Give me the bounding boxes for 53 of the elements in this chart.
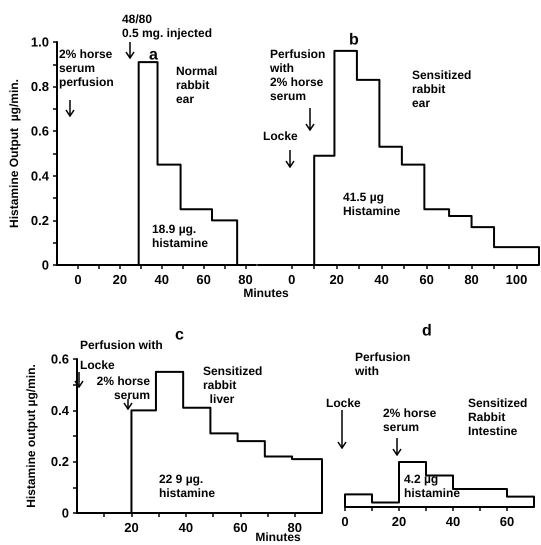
x-tick-label: 20 — [329, 272, 344, 287]
x-tick-label: 60 — [233, 520, 248, 535]
y-tick-label: 0.6 — [30, 124, 49, 139]
x-tick-label: 20 — [124, 520, 139, 535]
chart-title: d — [422, 322, 432, 340]
x-tick-label: 80 — [464, 272, 479, 287]
x-tick-label: 20 — [392, 514, 406, 529]
annotation: 41.5 µg Histamine — [343, 190, 401, 218]
annotation: Locke — [80, 358, 116, 372]
annotation: 2% horse serum — [96, 374, 150, 402]
x-tick-label: 0 — [288, 272, 296, 287]
x-tick-label: 60 — [500, 514, 514, 529]
text: Sensitized Rabbit Intestine — [468, 396, 528, 438]
x-tick-label: 80 — [288, 520, 302, 535]
y-tick-label: 0.4 — [50, 402, 70, 418]
x-tick-label: 0 — [74, 272, 82, 287]
annotation: 22 9 µg. histamine — [159, 472, 216, 500]
text: Perfusion with — [80, 338, 163, 352]
text: Locke — [326, 396, 362, 410]
y-tick-label: 0.2 — [50, 454, 69, 470]
annotation: Sensitized rabbit liver — [203, 364, 262, 406]
annotation: Perfusion with 2% horse serum — [269, 47, 326, 103]
text: 48/80 0.5 mg. injected — [122, 12, 212, 40]
chart-title: b — [349, 32, 359, 48]
y-tick-label: 0.2 — [30, 212, 49, 228]
y-tick-label: 0 — [42, 258, 49, 272]
x-axis-title: Minutes — [243, 286, 289, 300]
annotation: 4.2 µg histamine — [404, 472, 460, 500]
x-tick-label: 40 — [178, 520, 194, 535]
y-tick-label: 1.0 — [30, 34, 49, 50]
y-axis-title: Histamine Output µg/min. — [7, 79, 21, 228]
chart-title: a — [149, 46, 158, 64]
x-tick-label: 40 — [154, 272, 169, 287]
y-tick-label: 0.8 — [30, 79, 49, 94]
x-tick-label: 40 — [446, 514, 460, 529]
x-tick-label: 100 — [506, 272, 528, 287]
annotation: 18.9 µg. histamine — [152, 222, 208, 250]
x-tick-label: 60 — [196, 272, 211, 287]
x-tick-label: 40 — [374, 272, 389, 287]
y-axis-title: Histamine output µg/min. — [24, 364, 38, 508]
x-tick-label: 0 — [341, 514, 349, 529]
text: 2% horse serum — [383, 406, 437, 434]
x-tick-label: 80 — [238, 272, 253, 287]
annotation: Sensitized rabbit ear — [412, 68, 472, 110]
annotation: Normal rabbit ear — [176, 64, 218, 106]
x-tick-label: 20 — [112, 272, 128, 287]
annotation: Locke — [263, 129, 298, 143]
y-tick-label: 0.4 — [30, 168, 50, 184]
y-tick-label: 0.6 — [50, 352, 69, 366]
chart-title: c — [175, 326, 184, 344]
annotation: 2% horse serum perfusion — [59, 47, 114, 89]
text: Perfusion with — [354, 350, 410, 378]
x-tick-label: 60 — [419, 272, 434, 287]
